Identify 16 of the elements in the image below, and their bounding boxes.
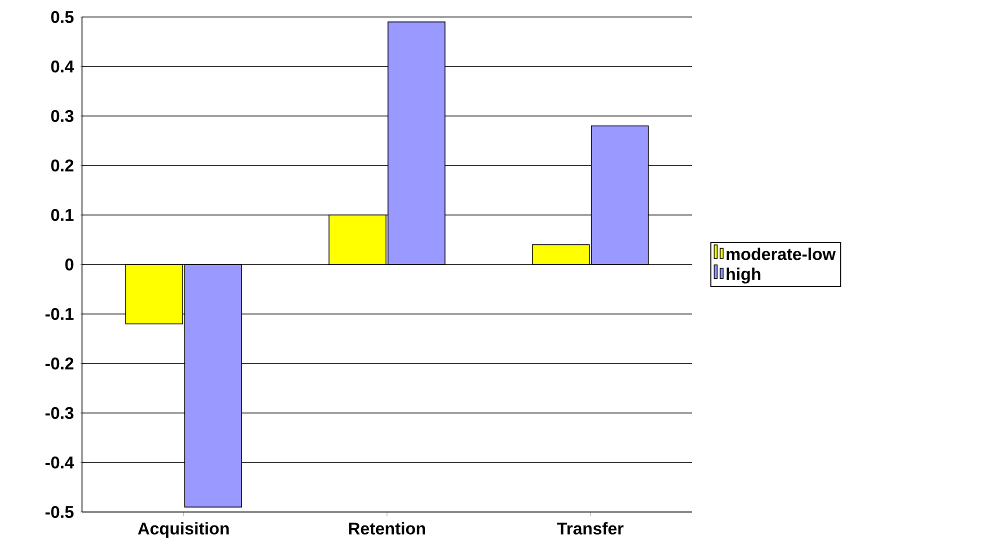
x-tick-label: Acquisition bbox=[138, 522, 229, 538]
y-tick-label: 0.4 bbox=[51, 60, 74, 72]
y-tick-label: -0.1 bbox=[46, 308, 74, 320]
y-tick-label: 0.1 bbox=[51, 208, 74, 221]
y-tick-label: 0.3 bbox=[51, 110, 74, 122]
y-tick-label: 0.5 bbox=[51, 10, 74, 23]
y-tick-label: -0.4 bbox=[46, 456, 74, 468]
legend-label: high bbox=[726, 268, 760, 284]
y-tick-label: 0 bbox=[65, 258, 74, 270]
y-tick-label: -0.3 bbox=[46, 406, 74, 420]
x-tick-label: Transfer bbox=[557, 522, 624, 535]
y-tick-label: -0.5 bbox=[46, 506, 74, 518]
x-tick-label: Retention bbox=[349, 522, 425, 535]
y-tick-label: -0.2 bbox=[46, 358, 74, 370]
y-tick-label: 0.2 bbox=[51, 159, 74, 172]
legend-label: moderate-low bbox=[726, 248, 836, 260]
